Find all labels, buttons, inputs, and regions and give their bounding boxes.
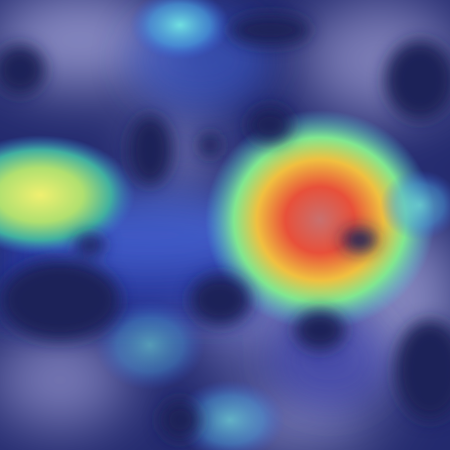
cool-spot <box>95 300 205 390</box>
cool-spot <box>130 0 230 60</box>
cool-spot <box>175 380 285 450</box>
hotspot <box>205 110 435 330</box>
warm-spot <box>0 135 135 255</box>
dark-patches <box>0 15 450 440</box>
cool-spot <box>380 170 450 240</box>
